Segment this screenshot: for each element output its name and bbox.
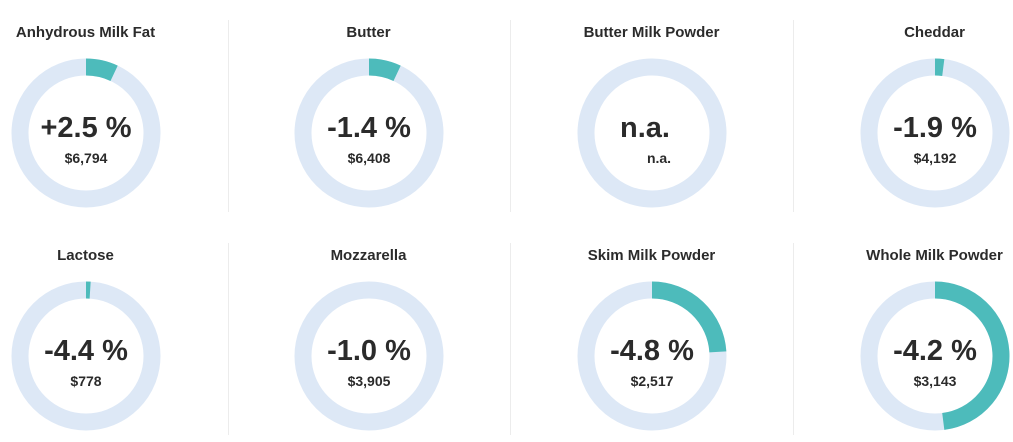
change-percent: n.a.: [563, 112, 727, 145]
donut-arc: [935, 67, 943, 68]
product-title: Mozzarella: [227, 247, 510, 264]
donut-chart: -4.4 % $778: [11, 281, 161, 431]
price-value: $2,517: [577, 373, 727, 389]
product-card-butter-milk-powder: Butter Milk Powder n.a. n.a.: [510, 0, 793, 219]
donut-arc: [86, 67, 114, 73]
price-value: n.a.: [591, 150, 727, 166]
change-percent: -4.4 %: [11, 335, 161, 368]
donut-chart: -4.2 % $3,143: [860, 281, 1010, 431]
donut-chart: -1.0 % $3,905: [294, 281, 444, 431]
donut-chart: +2.5 % $6,794: [11, 58, 161, 208]
donut-chart: n.a. n.a.: [577, 58, 727, 208]
product-title: Butter Milk Powder: [510, 24, 793, 41]
change-percent: -4.2 %: [860, 335, 1010, 368]
price-value: $3,905: [294, 373, 444, 389]
price-value: $4,192: [860, 150, 1010, 166]
price-value: $778: [11, 373, 161, 389]
product-card-skim-milk-powder: Skim Milk Powder -4.8 % $2,517: [510, 223, 793, 442]
product-title: Cheddar: [793, 24, 1013, 41]
donut-chart: -1.4 % $6,408: [294, 58, 444, 208]
change-percent: +2.5 %: [11, 112, 161, 145]
product-title: Butter: [227, 24, 510, 41]
product-card-anhydrous-milk-fat: Anhydrous Milk Fat +2.5 % $6,794: [0, 0, 227, 219]
product-card-butter: Butter -1.4 % $6,408: [227, 0, 510, 219]
product-title: Skim Milk Powder: [510, 247, 793, 264]
donut-arc: [369, 67, 397, 73]
change-percent: -1.4 %: [294, 112, 444, 145]
change-percent: -1.0 %: [294, 335, 444, 368]
product-title: Anhydrous Milk Fat: [0, 24, 227, 41]
donut-chart: -4.8 % $2,517: [577, 281, 727, 431]
donut-chart: -1.9 % $4,192: [860, 58, 1010, 208]
price-value: $6,794: [11, 150, 161, 166]
change-percent: -1.9 %: [860, 112, 1010, 145]
product-card-lactose: Lactose -4.4 % $778: [0, 223, 227, 442]
price-value: $3,143: [860, 373, 1010, 389]
product-card-mozzarella: Mozzarella -1.0 % $3,905: [227, 223, 510, 442]
product-title: Lactose: [0, 247, 227, 264]
product-card-cheddar: Cheddar -1.9 % $4,192: [793, 0, 1013, 219]
change-percent: -4.8 %: [577, 335, 727, 368]
price-value: $6,408: [294, 150, 444, 166]
product-card-whole-milk-powder: Whole Milk Powder -4.2 % $3,143: [793, 223, 1013, 442]
product-title: Whole Milk Powder: [793, 247, 1013, 264]
